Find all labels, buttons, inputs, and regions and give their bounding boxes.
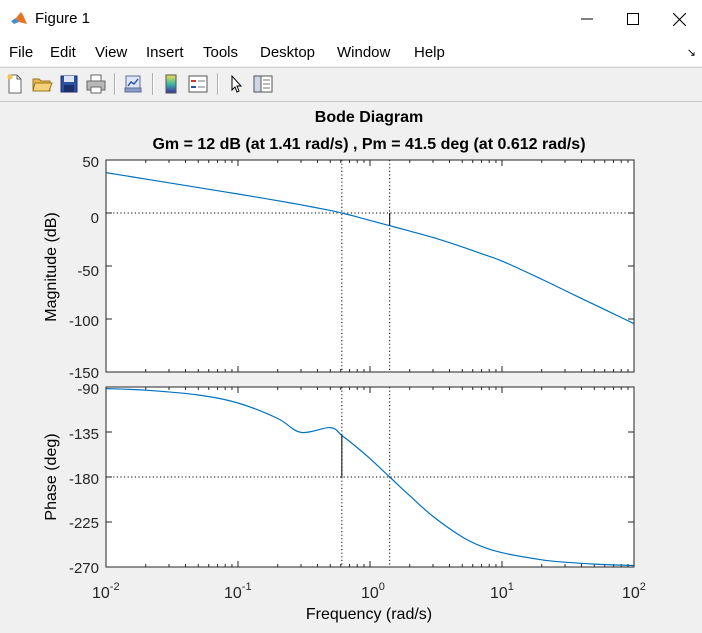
phase-tick-label: -135 — [69, 426, 99, 443]
maximize-icon — [627, 13, 639, 25]
phase-ylabel: Phase (deg) — [43, 433, 60, 520]
menu-view[interactable]: View — [95, 44, 128, 61]
save-icon[interactable] — [58, 73, 80, 95]
colorbar-icon[interactable] — [160, 73, 182, 95]
bode-plot[interactable]: Bode Diagram Gm = 12 dB (at 1.41 rad/s) … — [0, 102, 702, 628]
close-button[interactable] — [656, 0, 702, 38]
menu-window[interactable]: Window — [337, 44, 391, 61]
phase-axes-frame — [105, 386, 635, 568]
minimize-button[interactable] — [564, 0, 610, 38]
menu-tools[interactable]: Tools — [203, 44, 239, 61]
mag-tick-label: -50 — [77, 263, 99, 280]
phase-tick-label: -180 — [69, 471, 99, 488]
mag-tick-label: -150 — [69, 365, 99, 382]
plot-title: Bode Diagram — [315, 109, 423, 126]
figure-canvas: Bode Diagram Gm = 12 dB (at 1.41 rad/s) … — [0, 102, 702, 628]
x-axis-label: Frequency (rad/s) — [306, 606, 432, 623]
open-file-icon[interactable] — [31, 73, 53, 95]
matlab-logo-icon — [11, 12, 27, 24]
print-icon[interactable] — [85, 73, 107, 95]
window-titlebar: Figure 1 — [0, 0, 702, 38]
legend-icon[interactable] — [187, 73, 209, 95]
toolbar-separator — [152, 73, 154, 95]
magnitude-axes[interactable] — [106, 160, 634, 372]
magnitude-guides — [106, 160, 634, 372]
plot-subtitle: Gm = 12 dB (at 1.41 rad/s) , Pm = 41.5 d… — [152, 136, 585, 153]
x-tick-label: 101 — [490, 581, 514, 602]
new-figure-icon[interactable] — [4, 73, 26, 95]
magnitude-ylabel: Magnitude (dB) — [43, 212, 60, 321]
menu-help[interactable]: Help — [414, 44, 445, 61]
pointer-icon[interactable] — [225, 73, 247, 95]
property-inspector-icon[interactable] — [252, 73, 274, 95]
mag-tick-label: 0 — [91, 210, 99, 227]
menu-desktop[interactable]: Desktop — [260, 44, 316, 61]
x-tick-label: 100 — [361, 581, 385, 602]
toolbar-separator — [217, 73, 219, 95]
phase-tick-label: -225 — [69, 515, 99, 532]
close-icon — [672, 12, 686, 26]
mag-tick-label: -100 — [69, 313, 99, 330]
menu-insert[interactable]: Insert — [146, 44, 184, 61]
menu-bar: File Edit View Insert Tools Desktop Wind… — [0, 38, 702, 66]
minimize-icon — [581, 18, 593, 20]
phase-tick-label: -90 — [77, 381, 99, 398]
phase-curve — [105, 388, 635, 567]
dock-arrow-icon[interactable]: ↘ — [686, 47, 696, 59]
menu-edit[interactable]: Edit — [50, 44, 76, 61]
maximize-button[interactable] — [610, 0, 656, 38]
x-tick-label: 102 — [622, 581, 646, 602]
x-tick-label: 10-1 — [224, 581, 252, 602]
magnitude-axes-frame — [105, 159, 635, 373]
phase-tick-label: -270 — [69, 560, 99, 577]
figure-toolbar — [0, 67, 702, 102]
menu-file[interactable]: File — [9, 44, 34, 61]
mag-tick-label: 50 — [82, 154, 99, 171]
window-title: Figure 1 — [35, 10, 91, 27]
x-tick-label: 10-2 — [92, 581, 120, 602]
link-plot-icon[interactable] — [122, 73, 144, 95]
toolbar-separator — [114, 73, 116, 95]
